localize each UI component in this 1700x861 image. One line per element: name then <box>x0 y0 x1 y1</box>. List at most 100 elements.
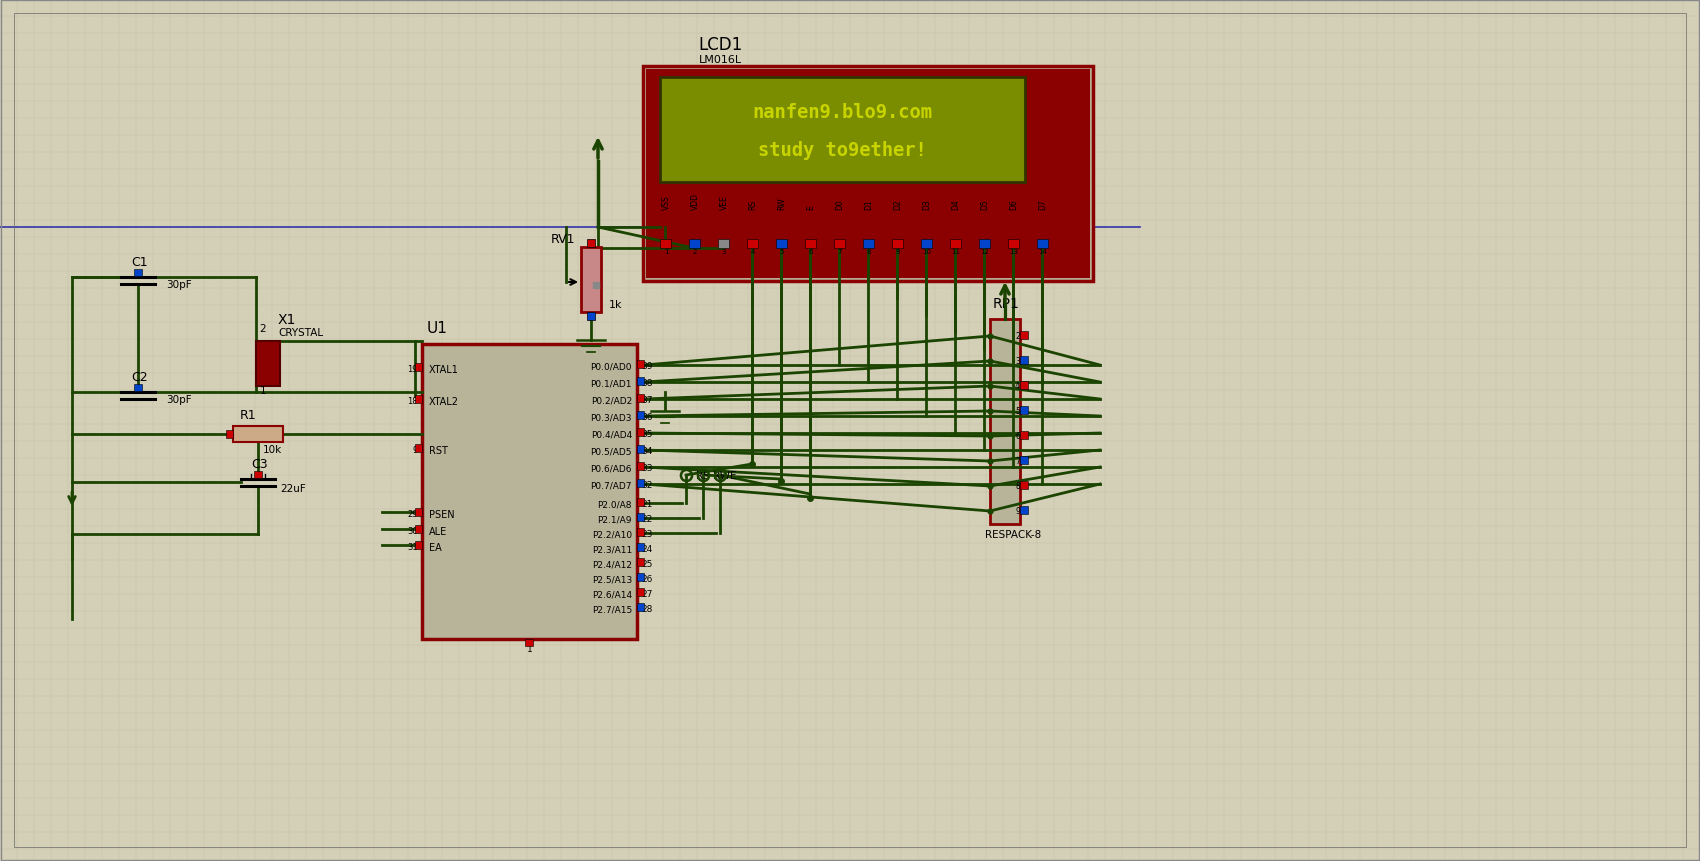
Text: VDD: VDD <box>690 193 699 210</box>
Text: 6: 6 <box>1015 432 1020 441</box>
Bar <box>415 525 422 533</box>
Bar <box>643 67 1093 282</box>
Text: 34: 34 <box>641 447 653 456</box>
Text: nanfen9.blo9.com: nanfen9.blo9.com <box>753 103 933 122</box>
Text: 30pF: 30pF <box>167 280 192 289</box>
Text: R1: R1 <box>240 408 257 422</box>
Bar <box>892 239 903 249</box>
Bar <box>638 394 644 403</box>
Bar <box>586 313 595 320</box>
Bar <box>638 588 644 597</box>
Text: VSS: VSS <box>661 195 670 210</box>
Bar <box>638 412 644 419</box>
Text: U1: U1 <box>427 320 447 336</box>
Bar <box>688 239 700 249</box>
Bar <box>581 248 602 313</box>
Bar <box>775 239 787 249</box>
Text: P0.7/AD7: P0.7/AD7 <box>590 481 632 490</box>
Text: D1: D1 <box>865 199 874 210</box>
Text: XTAL2: XTAL2 <box>428 397 459 406</box>
Bar <box>1020 456 1028 464</box>
Text: C1: C1 <box>131 256 148 269</box>
Bar <box>415 363 422 372</box>
Text: study to9ether!: study to9ether! <box>758 141 927 160</box>
Text: D6: D6 <box>1010 199 1018 210</box>
Bar <box>253 472 262 479</box>
Text: RP1: RP1 <box>993 297 1020 311</box>
Text: P0.3/AD3: P0.3/AD3 <box>590 413 632 422</box>
Text: 21: 21 <box>641 500 653 509</box>
Text: 11: 11 <box>952 249 960 255</box>
Text: 32: 32 <box>641 481 653 490</box>
Text: 30pF: 30pF <box>167 394 192 405</box>
Bar <box>638 499 644 506</box>
Text: D3: D3 <box>923 199 932 210</box>
Text: ALE: ALE <box>428 526 447 536</box>
Text: P2.2/A10: P2.2/A10 <box>592 530 632 539</box>
Bar <box>1020 431 1028 439</box>
Text: 9: 9 <box>413 446 418 455</box>
Text: 2: 2 <box>260 324 265 333</box>
Bar <box>415 444 422 453</box>
Text: 8: 8 <box>1015 482 1020 491</box>
Bar <box>746 239 758 249</box>
Text: D5: D5 <box>981 199 989 210</box>
Text: 3: 3 <box>722 249 726 255</box>
Text: 29: 29 <box>408 510 418 519</box>
Bar <box>950 239 960 249</box>
Bar <box>226 430 233 438</box>
Text: 7: 7 <box>1015 457 1020 466</box>
Bar <box>638 558 644 567</box>
Text: P2.4/A12: P2.4/A12 <box>592 560 632 569</box>
Bar <box>864 239 874 249</box>
Text: P2.6/A14: P2.6/A14 <box>592 590 632 598</box>
Bar <box>717 239 729 249</box>
Text: P2.0/A8: P2.0/A8 <box>597 500 632 509</box>
Bar <box>1020 331 1028 339</box>
Text: RW: RW <box>712 470 729 480</box>
Text: LCD1: LCD1 <box>699 36 743 54</box>
Text: 10k: 10k <box>264 444 282 455</box>
Text: 3: 3 <box>1015 357 1020 366</box>
Bar <box>638 462 644 470</box>
Text: 1k: 1k <box>609 300 622 310</box>
Bar <box>638 513 644 522</box>
Bar <box>134 269 143 276</box>
Text: 22: 22 <box>641 515 653 523</box>
Text: RST: RST <box>428 445 447 455</box>
Text: C3: C3 <box>252 457 269 470</box>
Bar <box>638 573 644 581</box>
Text: 35: 35 <box>641 430 653 439</box>
Bar <box>638 445 644 454</box>
Text: 8: 8 <box>867 249 870 255</box>
Text: D7: D7 <box>1039 199 1047 210</box>
Bar <box>233 426 282 443</box>
Text: 14: 14 <box>1039 249 1047 255</box>
Bar <box>835 239 845 249</box>
Bar <box>415 542 422 549</box>
Bar <box>415 395 422 404</box>
Bar <box>806 239 816 249</box>
Bar <box>134 385 143 392</box>
Text: C2: C2 <box>131 370 148 383</box>
Bar <box>638 361 644 369</box>
Text: 5: 5 <box>780 249 784 255</box>
Text: RS: RS <box>695 470 711 480</box>
Text: 37: 37 <box>641 396 653 405</box>
Text: 4: 4 <box>1015 382 1020 391</box>
Bar <box>660 77 1025 183</box>
Bar <box>1020 406 1028 414</box>
Text: P2.7/A15: P2.7/A15 <box>592 604 632 614</box>
Text: 9: 9 <box>1015 507 1020 516</box>
Text: 36: 36 <box>641 413 653 422</box>
Text: E: E <box>729 470 736 480</box>
Text: XTAL1: XTAL1 <box>428 364 459 375</box>
Bar <box>638 543 644 551</box>
Text: D2: D2 <box>894 199 903 210</box>
Text: 4: 4 <box>751 249 755 255</box>
Text: 12: 12 <box>981 249 989 255</box>
Bar <box>638 480 644 487</box>
Text: 27: 27 <box>641 590 653 598</box>
Bar <box>638 429 644 437</box>
Text: 23: 23 <box>641 530 653 539</box>
